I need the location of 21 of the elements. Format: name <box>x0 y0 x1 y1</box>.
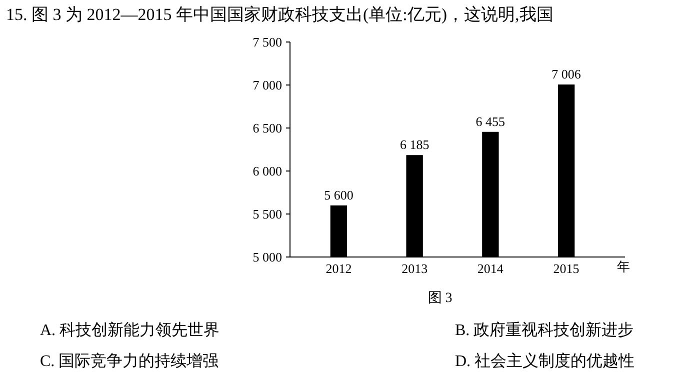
y-tick-label: 6 000 <box>252 164 282 179</box>
x-tick-label: 2015 <box>553 261 580 276</box>
y-tick-label: 6 500 <box>252 120 282 136</box>
caption: 图 3 <box>428 291 452 306</box>
text: B. 政府重视科技创新进步 <box>455 321 634 339</box>
x-tick-label: 2014 <box>477 261 504 276</box>
data-label: 6 455 <box>476 114 506 129</box>
data-label: 7 006 <box>552 66 582 82</box>
y-tick-label: 7 000 <box>252 78 282 93</box>
x-axis-title: 年 <box>617 259 630 274</box>
data-label: 5 600 <box>324 187 354 202</box>
chart-title: 15. 图 3 为 2012—2015 年中国国家财政科技支出(单位:亿元)，这说明,我国 <box>6 5 554 24</box>
x-tick-label: 2013 <box>402 261 428 276</box>
x-tick-label: 2012 <box>326 261 352 276</box>
y-tick-label: 5 500 <box>252 206 282 222</box>
y-tick-label: 7 500 <box>252 34 282 50</box>
text: A. 科技创新能力领先世界 <box>40 321 220 339</box>
text: D. 社会主义制度的优越性 <box>455 352 635 370</box>
text: C. 国际竞争力的持续增强 <box>40 352 219 370</box>
data-label: 6 185 <box>400 137 430 152</box>
y-tick-label: 5 000 <box>252 250 282 265</box>
